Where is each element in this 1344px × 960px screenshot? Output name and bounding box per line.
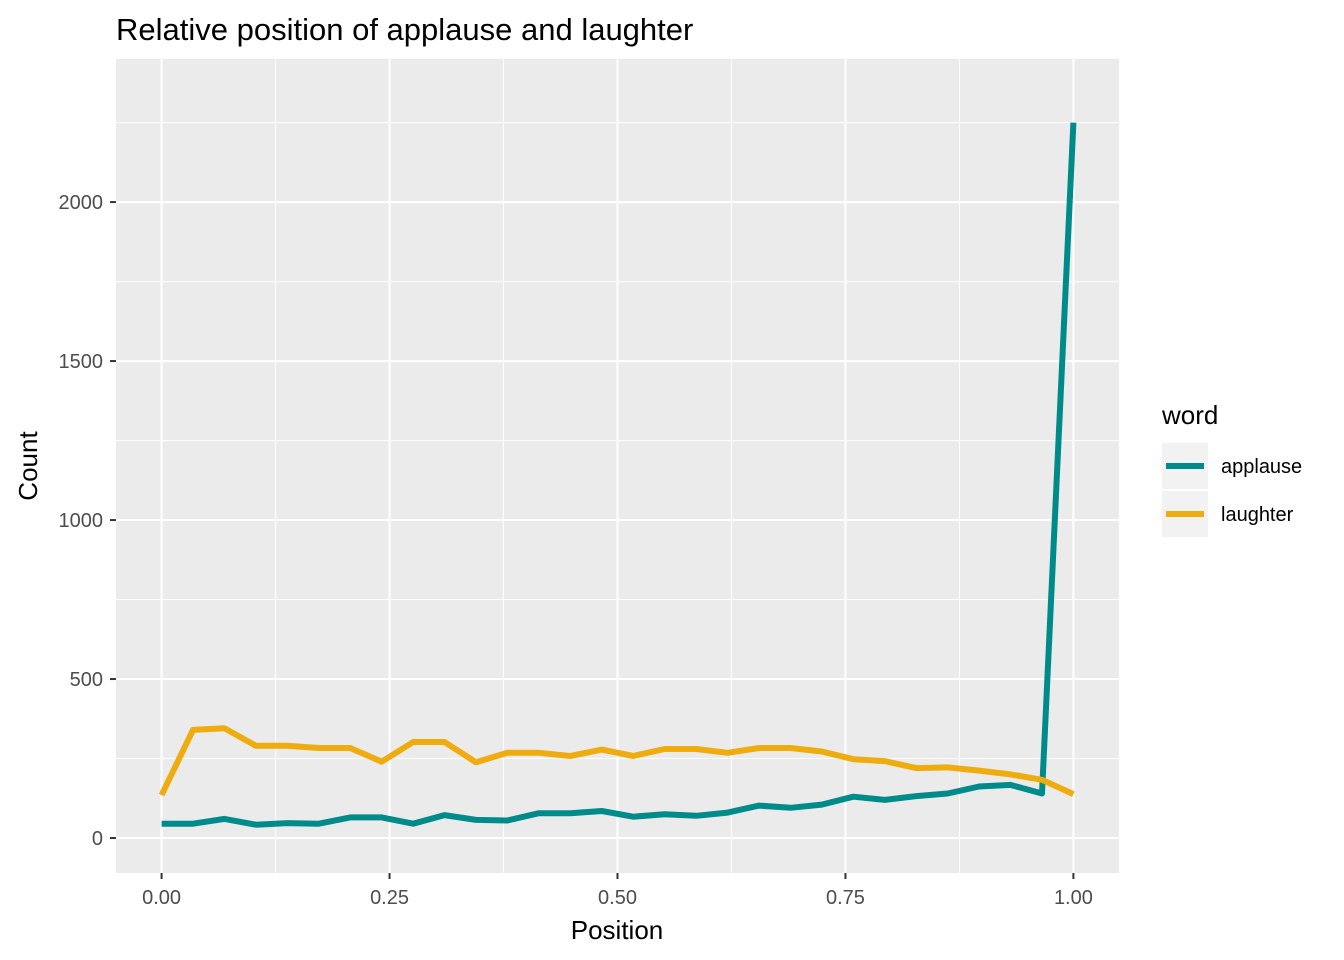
y-tick-label-4: 2000 (59, 192, 104, 214)
y-axis-title: Count (13, 431, 43, 501)
major-gridlines (116, 59, 1119, 873)
x-tick-label-0: 0.00 (142, 887, 181, 909)
series-line-applause (161, 122, 1077, 828)
x-tick-label-1: 0.25 (370, 887, 409, 909)
legend-label-laughter: laughter (1221, 504, 1294, 526)
y-tick-label-2: 1000 (59, 510, 104, 532)
y-tick-label-0: 0 (92, 828, 103, 850)
y-axis: 0 500 1000 1500 2000 (59, 192, 116, 850)
series-lines (158, 122, 1077, 828)
chart-title: Relative position of applause and laught… (116, 12, 693, 47)
y-tick-label-1: 500 (70, 669, 103, 691)
legend: word applause laughter (1161, 400, 1302, 537)
legend-label-applause: applause (1221, 456, 1302, 478)
legend-title: word (1161, 400, 1218, 430)
y-tick-label-3: 1500 (59, 351, 104, 373)
x-tick-label-3: 0.75 (826, 887, 865, 909)
x-axis-title: Position (571, 915, 664, 945)
x-tick-label-2: 0.50 (598, 887, 637, 909)
x-tick-label-4: 1.00 (1054, 887, 1093, 909)
series-line-laughter (158, 725, 1075, 797)
x-axis: 0.00 0.25 0.50 0.75 1.00 (142, 873, 1093, 909)
